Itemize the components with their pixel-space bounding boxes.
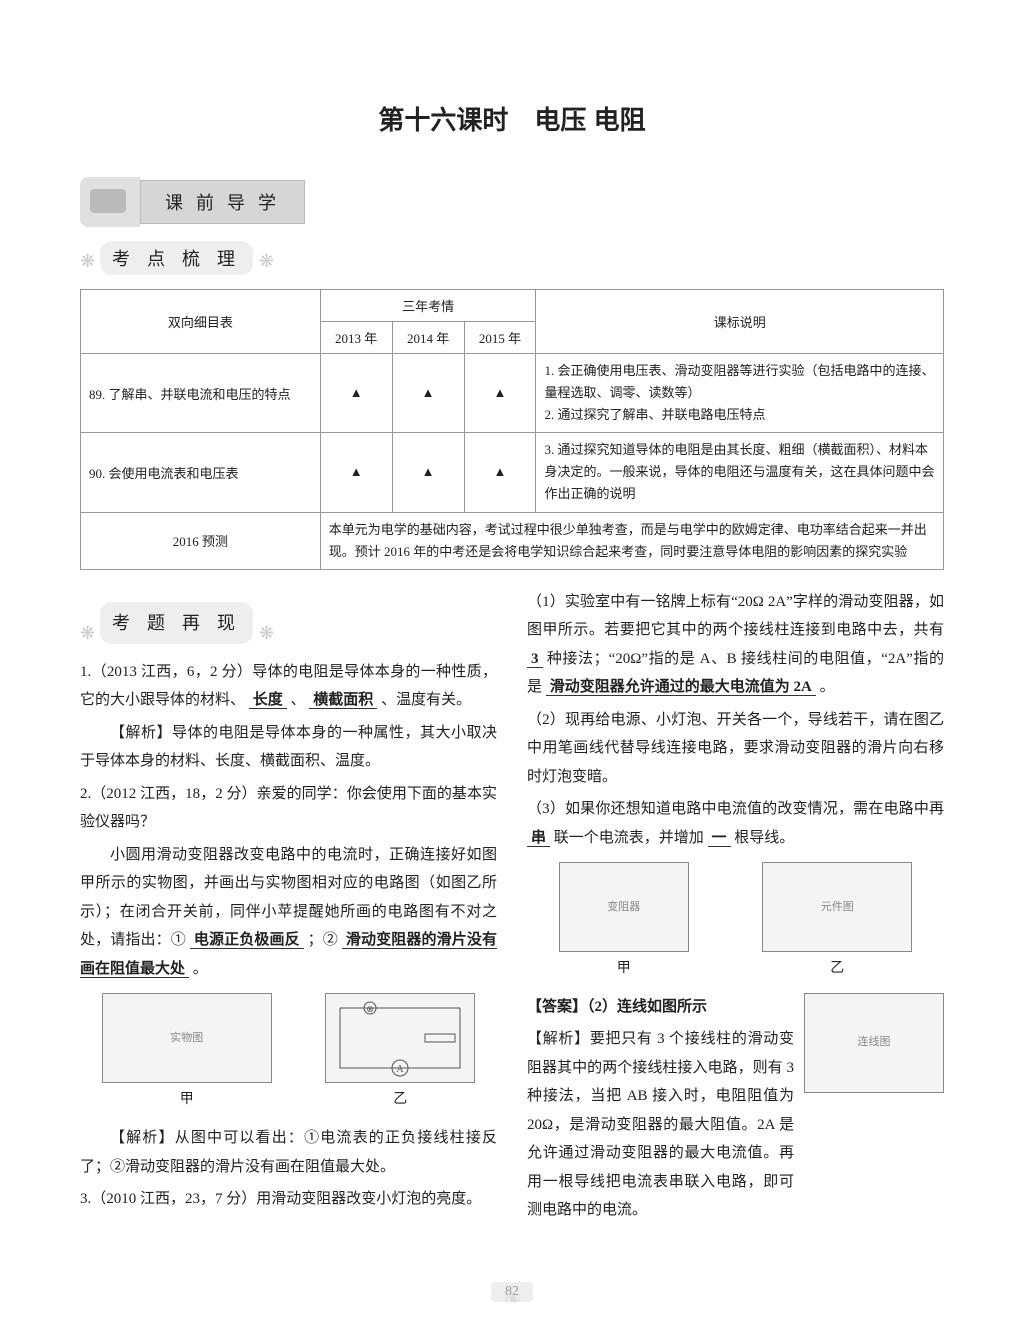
th-standard: 课标说明 (536, 290, 944, 354)
q2-sep: ；② (308, 932, 338, 948)
sub-banner-kaodian: ❋ 考 点 梳 理 ❋ (80, 241, 944, 275)
sub-banner-kaoti: ❋ 考 题 再 现 ❋ (80, 602, 497, 644)
cell-forecast: 本单元为电学的基础内容，考试过程中很少单独考查，而是与电学中的欧姆定律、电功率结… (320, 512, 943, 569)
r-p3-b: 联一个电流表，并增加 (554, 830, 704, 846)
deco-right-icon: ❋ (259, 251, 273, 265)
th-2013: 2013 年 (320, 322, 392, 354)
r-p1-blank-2: 滑动变阻器允许通过的最大电流值为 2A (546, 679, 816, 696)
cell-mark: ▲ (392, 433, 464, 512)
deco-right-icon: ❋ (259, 616, 273, 630)
fig-yi: A ⊗ 乙 (325, 993, 475, 1114)
r-p1-a: （1）实验室中有一铭牌上标有“20Ω 2A”字样的滑动变阻器，如图甲所示。若要把… (527, 594, 944, 639)
q1-text: 1.（2013 江西，6，2 分）导体的电阻是导体本身的一种性质，它的大小跟导体… (80, 658, 497, 715)
lesson-title: 第十六课时 电压 电阻 (80, 100, 944, 137)
deco-left-icon: ❋ (80, 616, 94, 630)
q1-blank-1: 长度 (249, 692, 287, 709)
svg-text:⊗: ⊗ (366, 1004, 374, 1014)
book-icon (80, 177, 140, 227)
circuit-diagram-icon: A ⊗ (325, 993, 475, 1083)
deco-left-icon: ❋ (80, 251, 94, 265)
sub-banner-label: 考 点 梳 理 (100, 241, 253, 275)
cell-forecast-label: 2016 预测 (81, 512, 321, 569)
q1-sep: 、 (291, 692, 306, 708)
sub-banner-label: 考 题 再 现 (100, 602, 253, 644)
svg-text:A: A (397, 1064, 405, 1075)
q2-blank-1: 电源正负极画反 (190, 932, 304, 949)
cell-topic-90: 90. 会使用电流表和电压表 (81, 433, 321, 512)
fig-cap-r-jia: 甲 (559, 956, 689, 983)
circuit-photo-icon: 实物图 (102, 993, 272, 1083)
th-twoway: 双向细目表 (81, 290, 321, 354)
q2-explain: 【解析】从图中可以看出：①电流表的正负接线柱接反了；②滑动变阻器的滑片没有画在阻… (80, 1124, 497, 1181)
q1-part-d: 、温度有关。 (381, 692, 471, 708)
q3-text: 3.（2010 江西，23，7 分）用滑动变阻器改变小灯泡的亮度。 (80, 1185, 497, 1214)
r-p3-blank-2: 一 (708, 830, 731, 847)
left-column: ❋ 考 题 再 现 ❋ 1.（2013 江西，6，2 分）导体的电阻是导体本身的… (80, 588, 497, 1229)
cell-desc-top: 1. 会正确使用电压表、滑动变阻器等进行实验（包括电路中的连接、量程选取、调零、… (536, 354, 944, 433)
fig-cap-yi: 乙 (325, 1087, 475, 1114)
r-explain: 【解析】要把只有 3 个接线柱的滑动变阻器其中的两个接线柱接入电路，则有 3 种… (527, 1025, 794, 1225)
q1-explain: 【解析】导体的电阻是导体本身的一种属性，其大小取决于导体本身的材料、长度、横截面… (80, 719, 497, 776)
q3-figures: 变阻器 甲 元件图 乙 (527, 862, 944, 983)
r-answer: 【答案】（2）连线如图所示 (527, 993, 794, 1022)
right-column: （1）实验室中有一铭牌上标有“20Ω 2A”字样的滑动变阻器，如图甲所示。若要把… (527, 588, 944, 1229)
q1-blank-2: 横截面积 (309, 692, 377, 709)
cell-mark: ▲ (464, 433, 536, 512)
q2-end: 。 (193, 961, 208, 977)
content-columns: ❋ 考 题 再 现 ❋ 1.（2013 江西，6，2 分）导体的电阻是导体本身的… (80, 588, 944, 1229)
banner-label: 课 前 导 学 (140, 180, 305, 224)
fig-jia: 实物图 甲 (102, 993, 272, 1114)
r-p1: （1）实验室中有一铭牌上标有“20Ω 2A”字样的滑动变阻器，如图甲所示。若要把… (527, 588, 944, 702)
r-p1-c: 。 (820, 679, 835, 695)
r-p1-blank-1: 3 (527, 651, 543, 668)
fig-cap-jia: 甲 (102, 1087, 272, 1114)
cell-mark: ▲ (320, 433, 392, 512)
cell-desc-bottom: 3. 通过探究知道导体的电阻是由其长度、粗细（横截面积）、材料本身决定的。一般来… (536, 433, 944, 512)
r-p3-c: 根导线。 (734, 830, 794, 846)
th-threeyear: 三年考情 (320, 290, 536, 322)
answer-circuit-icon: 连线图 (804, 993, 944, 1093)
r-p3: （3）如果你还想知道电路中电流值的改变情况，需在电路中再 串 联一个电流表，并增… (527, 795, 944, 852)
syllabus-table: 双向细目表 三年考情 课标说明 2013 年 2014 年 2015 年 89.… (80, 289, 944, 570)
q2-figures: 实物图 甲 A ⊗ 乙 (80, 993, 497, 1114)
r-p2: （2）现再给电源、小灯泡、开关各一个，导线若干，请在图乙中用笔画线代替导线连接电… (527, 706, 944, 792)
th-2015: 2015 年 (464, 322, 536, 354)
fig-cap-r-yi: 乙 (762, 956, 912, 983)
cell-mark: ▲ (320, 354, 392, 433)
page-deco-icon: ❧ (503, 1286, 521, 1312)
circuit-svg-icon: A ⊗ (330, 998, 470, 1078)
components-icon: 元件图 (762, 862, 912, 952)
cell-mark: ▲ (464, 354, 536, 433)
r-p3-a: （3）如果你还想知道电路中电流值的改变情况，需在电路中再 (527, 801, 944, 817)
q2-body: 小圆用滑动变阻器改变电路中的电流时，正确连接好如图甲所示的实物图，并画出与实物图… (80, 841, 497, 984)
fig-r-yi: 元件图 乙 (762, 862, 912, 983)
rheostat-photo-icon: 变阻器 (559, 862, 689, 952)
r-p3-blank-1: 串 (527, 830, 550, 847)
pre-lesson-banner: 课 前 导 学 (80, 177, 944, 227)
cell-topic-89: 89. 了解串、并联电流和电压的特点 (81, 354, 321, 433)
th-2014: 2014 年 (392, 322, 464, 354)
q2-intro: 2.（2012 江西，18，2 分）亲爱的同学：你会使用下面的基本实验仪器吗？ (80, 780, 497, 837)
fig-r-jia: 变阻器 甲 (559, 862, 689, 983)
cell-mark: ▲ (392, 354, 464, 433)
